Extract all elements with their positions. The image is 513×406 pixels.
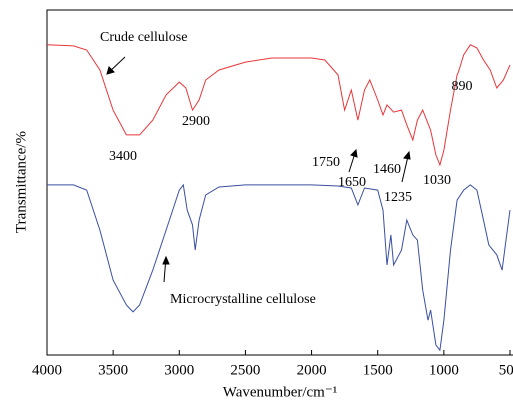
series-line xyxy=(47,183,511,352)
x-tick-label: 2000 xyxy=(297,362,327,378)
x-tick-label: 1500 xyxy=(363,362,393,378)
peak-label: 1030 xyxy=(423,173,451,188)
arrows xyxy=(106,56,411,283)
peak-label: 1460 xyxy=(373,162,401,177)
x-tick-label: 2500 xyxy=(230,362,260,378)
x-tick-label: 3500 xyxy=(98,362,128,378)
x-axis-label: Wavenumber/cm⁻¹ xyxy=(223,384,338,400)
y-axis-label: Transmittance/% xyxy=(13,131,29,233)
peak-label: 3400 xyxy=(109,149,137,164)
peak-label: 1650 xyxy=(338,175,366,190)
peak-label: 890 xyxy=(452,79,473,94)
series-label: Microcrystalline cellulose xyxy=(170,292,316,307)
x-tick-label: 4000 xyxy=(32,362,62,378)
x-tick-label: 1000 xyxy=(429,362,459,378)
series-label: Crude cellulose xyxy=(100,30,187,45)
series-line xyxy=(46,44,511,167)
plot-frame xyxy=(46,9,513,356)
peak-label: 1235 xyxy=(384,190,412,205)
x-tick-label: 3000 xyxy=(164,362,194,378)
peak-label: 2900 xyxy=(182,114,210,129)
peak-label: 1750 xyxy=(312,155,340,170)
x-tick-label: 500 xyxy=(499,362,513,378)
